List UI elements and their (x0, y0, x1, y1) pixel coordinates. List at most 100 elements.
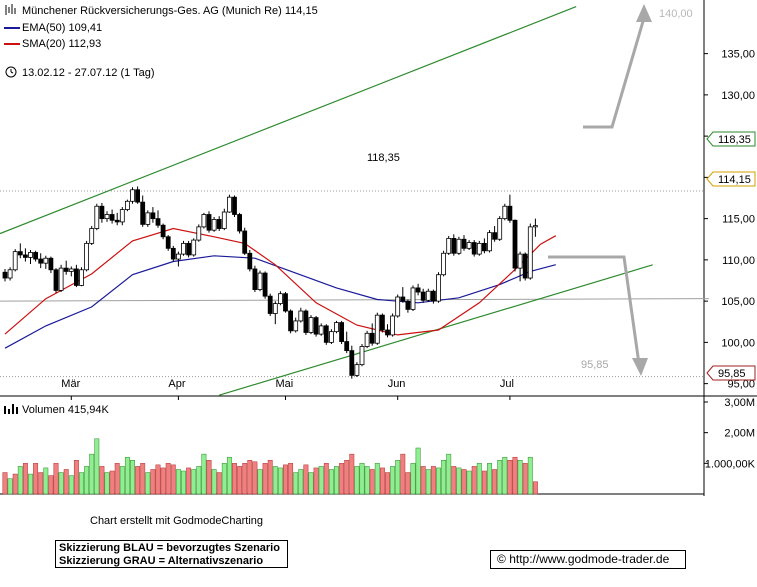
candle-body (451, 238, 457, 254)
volume-bar (84, 466, 90, 495)
volume-bar (344, 460, 350, 495)
candle-body (415, 287, 421, 293)
volume-bar (28, 473, 33, 495)
ema-legend-label: EMA(50) 109,41 (22, 22, 102, 34)
candle-body (84, 242, 89, 271)
candle-body (267, 295, 273, 314)
volume-bar (73, 460, 79, 495)
volume-bar (2, 472, 8, 495)
volume-bar (374, 463, 380, 495)
candle-body (420, 291, 426, 301)
volume-bar (410, 463, 416, 495)
volume-bar (181, 470, 186, 495)
overlay-lines (0, 6, 709, 396)
y-tick-label: 115,00 (722, 214, 755, 226)
volume-bar (334, 466, 339, 495)
volume-bar (160, 467, 166, 495)
volume-bar (94, 438, 100, 495)
volume-bar (507, 460, 513, 495)
volume-bar (124, 456, 130, 495)
volume-bar (323, 463, 329, 495)
volume-bar (109, 470, 115, 495)
svg-text:114,15: 114,15 (718, 174, 751, 186)
candle-body (237, 214, 243, 232)
candle-body (323, 325, 329, 343)
volume-bar (420, 466, 426, 495)
candle-body (527, 226, 533, 279)
volume-icon (4, 404, 18, 414)
volume-bar (63, 469, 69, 495)
volume-bar (517, 460, 523, 495)
candle-body (405, 300, 411, 310)
candle-body (165, 236, 171, 249)
candle-body (410, 287, 416, 310)
volume-bar (471, 466, 477, 495)
volume-bar (497, 460, 503, 495)
volume-y-tick-label: 1.000,00K (705, 458, 756, 470)
candle-body (277, 293, 283, 305)
support-annotation: 95,85 (581, 359, 609, 371)
volume-bar (53, 463, 59, 495)
y-tick-label: 135,00 (721, 49, 755, 61)
volume-bar (349, 453, 355, 495)
candle-body (125, 200, 130, 210)
volume-bar (436, 467, 441, 495)
candle-body (257, 272, 263, 290)
y-tick-label: 95,00 (727, 379, 755, 391)
candle-body (272, 303, 278, 314)
candle-body (533, 225, 538, 228)
volume-bar (114, 463, 120, 495)
volume-bar (130, 460, 135, 495)
candle-body (395, 296, 401, 317)
candle-body (446, 238, 452, 254)
volume-bar (262, 463, 268, 495)
volume-bar (487, 463, 492, 495)
candle-body (308, 317, 314, 333)
volume-bar (354, 466, 360, 495)
candle-body (344, 341, 350, 352)
candle-body (461, 238, 467, 249)
candle-body (364, 332, 370, 347)
volume-bar (257, 469, 263, 495)
svg-text:118,35: 118,35 (718, 134, 751, 146)
candle-body (79, 269, 84, 286)
target-up-label: 140,00 (659, 8, 693, 20)
arrow-up-head (636, 4, 652, 22)
volume-bar (135, 466, 141, 495)
candle-body (247, 252, 253, 270)
tag-resistance: 118,35 (706, 131, 756, 147)
volume-bar (267, 460, 273, 495)
volume-bar (48, 475, 54, 495)
volume-bar (298, 469, 304, 495)
volume-bar (527, 456, 533, 495)
candle-body (114, 219, 120, 223)
volume-y-tick-label: 3,00M (724, 397, 755, 409)
volume-bar (441, 460, 447, 495)
candle-body (385, 329, 390, 336)
candle-body (119, 209, 125, 223)
source-link[interactable]: © http://www.godmode-trader.de (490, 550, 686, 569)
candle-body (58, 267, 64, 291)
volume-bar (22, 463, 28, 495)
candle-body (145, 212, 151, 225)
candles (2, 186, 538, 379)
candle-body (471, 242, 477, 255)
clock-icon (5, 66, 17, 78)
candle-body (216, 219, 222, 229)
volume-bar (466, 470, 472, 495)
chart-credit: Chart erstellt mit GodmodeCharting (90, 515, 264, 527)
candle-body (201, 214, 207, 228)
arrow-down-head (632, 358, 648, 376)
candle-body (522, 253, 528, 279)
volume-bar (119, 466, 125, 495)
volume-bar (175, 469, 181, 495)
candle-body (170, 247, 176, 260)
volume-bar (79, 472, 84, 495)
volume-bar (17, 466, 23, 495)
volume-bar (405, 472, 411, 495)
svg-text:95,85: 95,85 (718, 368, 746, 380)
volume-bars (2, 438, 538, 495)
candle-body (359, 346, 365, 366)
candle-body (68, 268, 74, 272)
